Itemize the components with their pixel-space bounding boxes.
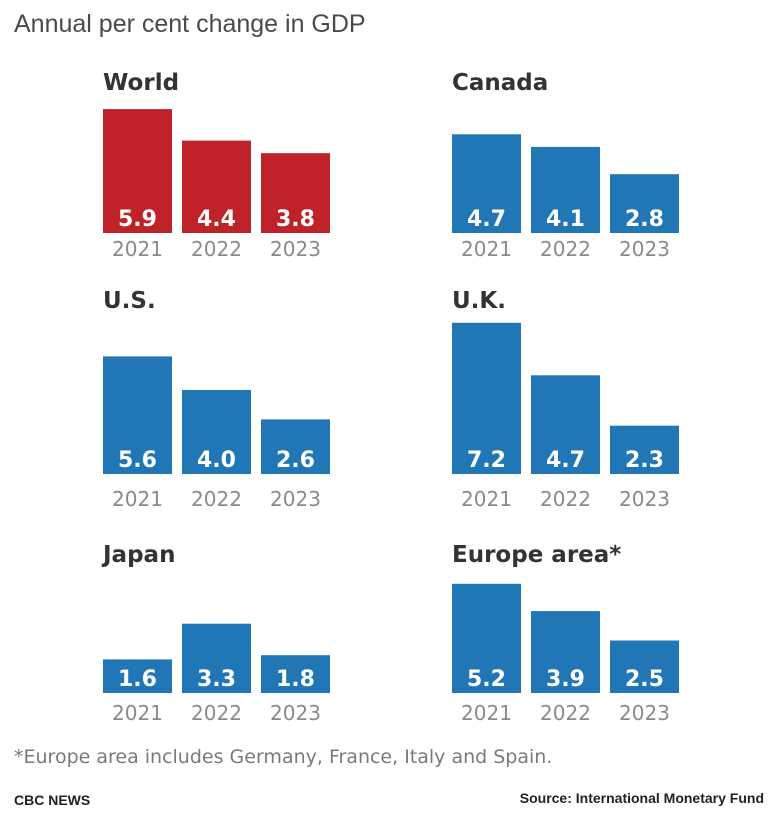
chart-panel-u-k: U.K. 7.2 2021 4.7 2022 2.3 2023 — [452, 288, 679, 511]
year-tick-label: 2023 — [619, 701, 670, 725]
bar-value-label: 3.8 — [276, 207, 315, 232]
bar — [610, 640, 679, 693]
bar-value-label: 7.2 — [467, 448, 506, 473]
bar — [610, 425, 679, 474]
bar-value-label: 2.5 — [625, 667, 664, 692]
chart-panel-japan: Japan 1.6 2021 3.3 2022 1.8 2023 — [101, 542, 330, 725]
year-tick-label: 2022 — [191, 701, 242, 725]
bar-value-label: 4.1 — [546, 207, 585, 232]
chart-panel-europe-area: Europe area* 5.2 2021 3.9 2022 2.5 2023 — [452, 542, 679, 725]
bar — [531, 146, 600, 233]
year-tick-label: 2022 — [191, 487, 242, 511]
chart-panel-world: World 5.9 2021 4.4 2022 3.8 2023 — [103, 70, 330, 261]
bar-value-label: 2.6 — [276, 448, 315, 473]
year-tick-label: 2022 — [191, 237, 242, 261]
bar — [610, 174, 679, 233]
bar — [182, 390, 251, 474]
year-tick-label: 2022 — [540, 237, 591, 261]
panel-title: Japan — [101, 542, 175, 568]
year-tick-label: 2021 — [112, 237, 163, 261]
panel-title: World — [103, 70, 179, 96]
bar — [103, 659, 172, 693]
bar — [452, 322, 521, 474]
bar — [103, 356, 172, 474]
bar-value-label: 5.6 — [118, 448, 157, 473]
source-label: Source: International Monetary Fund — [519, 790, 764, 806]
bar-value-label: 1.8 — [276, 667, 315, 692]
bar-value-label: 4.7 — [546, 448, 585, 473]
bar-value-label: 4.7 — [467, 207, 506, 232]
chart-panel-u-s: U.S. 5.6 2021 4.0 2022 2.6 2023 — [103, 288, 330, 511]
year-tick-label: 2021 — [461, 701, 512, 725]
bar-value-label: 2.3 — [625, 448, 664, 473]
panel-title: Europe area* — [452, 542, 621, 568]
bar — [182, 623, 251, 693]
bar-value-label: 3.9 — [546, 667, 585, 692]
bar-value-label: 3.3 — [197, 667, 236, 692]
bar — [531, 375, 600, 474]
year-tick-label: 2023 — [270, 487, 321, 511]
brand-label: CBC NEWS — [14, 792, 91, 808]
bar — [452, 583, 521, 693]
page-title: Annual per cent change in GDP — [14, 10, 366, 38]
year-tick-label: 2021 — [461, 237, 512, 261]
bar — [261, 153, 330, 233]
year-tick-label: 2021 — [112, 701, 163, 725]
year-tick-label: 2023 — [619, 487, 670, 511]
year-tick-label: 2021 — [112, 487, 163, 511]
bar-value-label: 2.8 — [625, 207, 664, 232]
bar — [261, 655, 330, 693]
panel-title: U.K. — [452, 288, 506, 314]
year-tick-label: 2023 — [270, 701, 321, 725]
footnote: *Europe area includes Germany, France, I… — [14, 746, 553, 768]
panel-title: Canada — [452, 70, 548, 96]
bar-value-label: 5.2 — [467, 667, 506, 692]
year-tick-label: 2021 — [461, 487, 512, 511]
bar — [182, 140, 251, 233]
bar — [452, 134, 521, 233]
year-tick-label: 2022 — [540, 487, 591, 511]
bar — [261, 419, 330, 474]
bar — [531, 611, 600, 693]
bar-value-label: 1.6 — [118, 667, 157, 692]
panel-title: U.S. — [103, 288, 156, 314]
year-tick-label: 2022 — [540, 701, 591, 725]
year-tick-label: 2023 — [270, 237, 321, 261]
bar — [103, 109, 172, 233]
chart-panel-canada: Canada 4.7 2021 4.1 2022 2.8 2023 — [452, 70, 679, 261]
bar-value-label: 4.0 — [197, 448, 236, 473]
year-tick-label: 2023 — [619, 237, 670, 261]
bar-value-label: 4.4 — [197, 207, 236, 232]
bar-value-label: 5.9 — [118, 207, 157, 232]
